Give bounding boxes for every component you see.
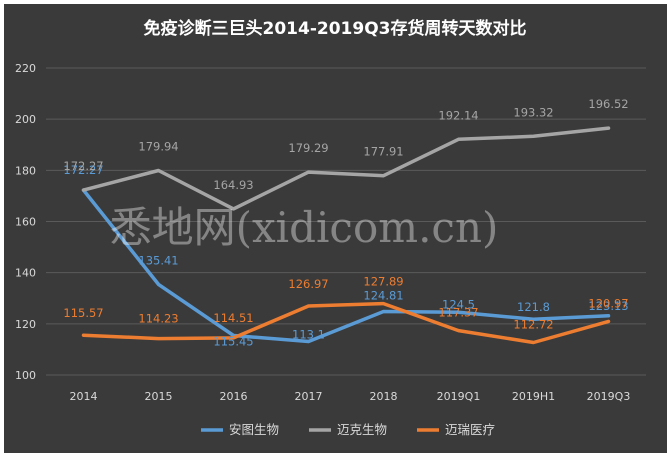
data-label: 196.52 <box>588 97 628 111</box>
x-tick-label: 2019Q1 <box>437 390 481 403</box>
data-label: 115.57 <box>63 306 103 320</box>
x-tick-label: 2019Q3 <box>587 390 631 403</box>
series-lines <box>81 126 611 345</box>
series-line-1 <box>81 188 611 344</box>
data-label: 124.81 <box>363 289 403 303</box>
legend-label: 迈克生物 <box>337 422 387 437</box>
watermark: 悉地网(xidicom.cn) <box>110 203 499 252</box>
x-tick-label: 2015 <box>145 390 173 403</box>
chart-frame: 免疫诊断三巨头2014-2019Q3存货周转天数对比 100 120 140 160 1… <box>4 4 667 453</box>
y-tick-label: 100 <box>15 369 36 382</box>
data-label: 121.8 <box>517 300 550 314</box>
line-chart: 免疫诊断三巨头2014-2019Q3存货周转天数对比 1001201401601… <box>15 18 646 437</box>
data-label: 117.37 <box>438 306 478 320</box>
y-tick-label: 180 <box>15 164 36 177</box>
y-tick-label: 120 <box>15 318 36 331</box>
x-tick-label: 2018 <box>370 390 398 403</box>
data-label: 164.93 <box>213 178 253 192</box>
data-label: 192.14 <box>438 108 478 122</box>
data-label: 112.72 <box>513 317 553 331</box>
data-labels: 172.27 135.41 115.45 113.1 124.81 124.5 121.8 1… <box>63 97 628 348</box>
legend: 安图生物 迈克生物 迈瑞医疗 <box>201 422 495 437</box>
y-tick-label: 160 <box>15 216 36 229</box>
legend-label: 安图生物 <box>229 422 279 437</box>
data-label: 114.51 <box>213 311 253 325</box>
data-label: 172.27 <box>63 163 103 177</box>
data-label: 124.5 <box>442 297 475 311</box>
x-tick-label: 2019H1 <box>512 390 555 403</box>
data-label: 135.41 <box>138 253 178 267</box>
data-label: 177.91 <box>363 145 403 159</box>
data-label: 179.29 <box>288 141 328 155</box>
data-label: 115.45 <box>213 334 253 348</box>
series-line-3 <box>81 301 611 345</box>
x-tick-label: 2014 <box>70 390 98 403</box>
chart-title: 免疫诊断三巨头2014-2019Q3存货周转天数对比 <box>144 18 527 39</box>
y-tick-label: 140 <box>15 267 36 280</box>
x-axis-ticks: 2014 2015 2016 2017 2018 2019Q1 2019H1 2019Q3 <box>70 390 631 403</box>
x-tick-label: 2016 <box>220 390 248 403</box>
y-tick-label: 220 <box>15 62 36 75</box>
data-label: 193.32 <box>513 105 553 119</box>
data-label: 127.89 <box>363 275 403 289</box>
data-label: 123.13 <box>588 299 628 313</box>
gridlines <box>46 67 646 376</box>
y-tick-label: 200 <box>15 113 36 126</box>
x-tick-label: 2017 <box>295 390 323 403</box>
data-label: 120.97 <box>588 296 628 310</box>
data-label: 113.1 <box>292 327 325 341</box>
series-line-2 <box>81 126 611 211</box>
data-label: 172.27 <box>63 159 103 173</box>
data-label: 179.94 <box>138 139 178 153</box>
data-label: 126.97 <box>288 277 328 291</box>
y-axis-ticks: 100 120 140 160 180 200 220 <box>15 62 36 382</box>
legend-label: 迈瑞医疗 <box>445 422 495 437</box>
data-label: 114.23 <box>138 312 178 326</box>
